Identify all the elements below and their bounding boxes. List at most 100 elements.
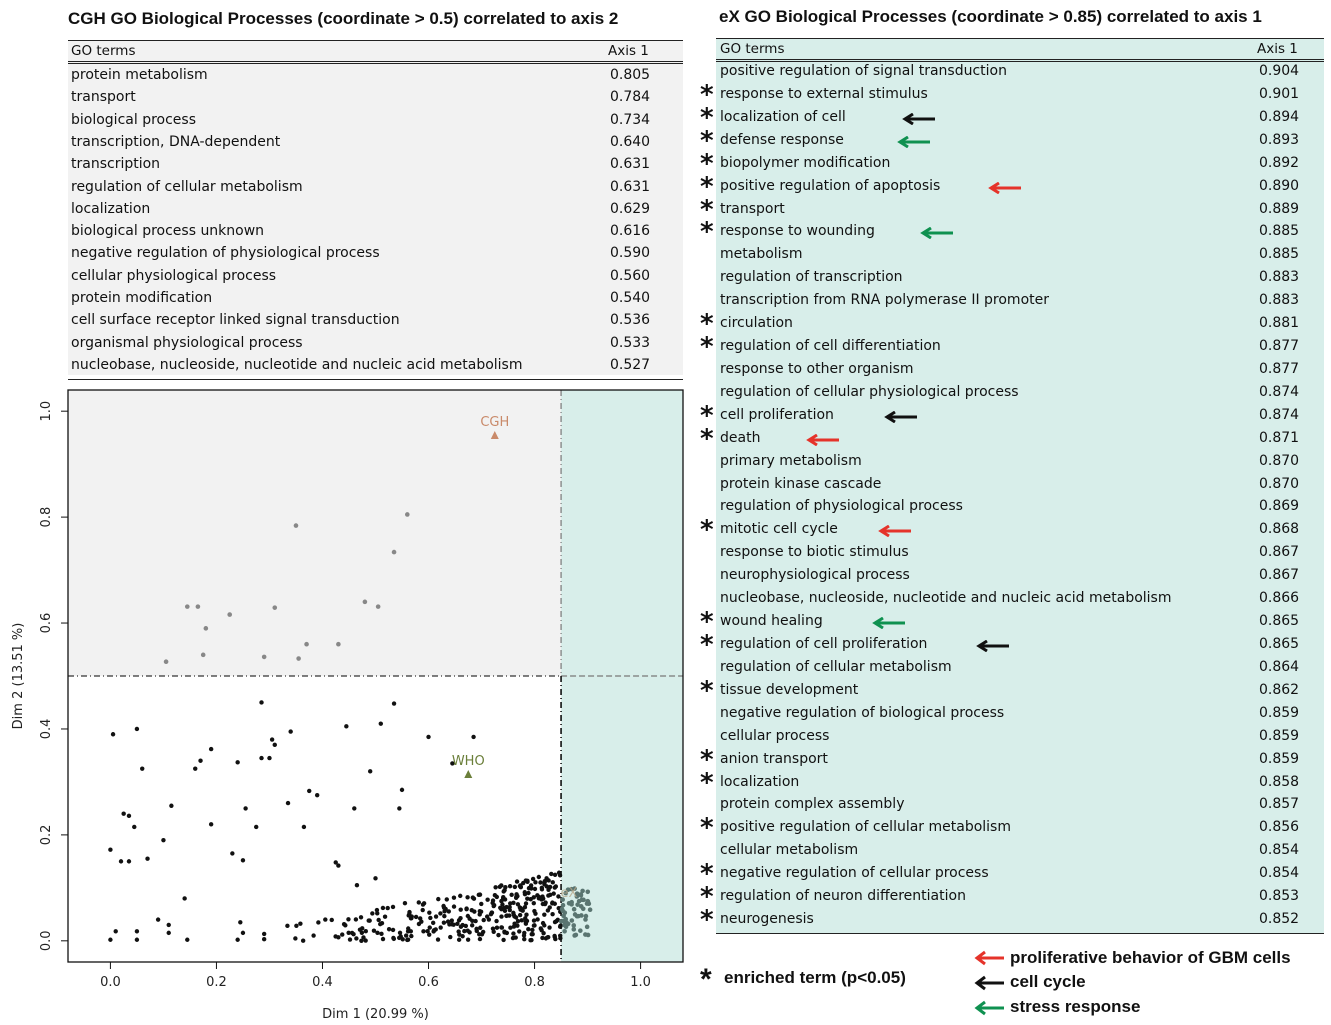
table-row: * anion transport 0.859 — [700, 747, 1324, 773]
cgh-point — [375, 604, 381, 609]
table-row: metabolism 0.885 — [716, 244, 1324, 266]
axis-value: 0.893 — [1259, 131, 1300, 148]
data-point — [462, 928, 467, 934]
go-term: transcription from RNA polymerase II pro… — [720, 292, 1049, 309]
enriched-star-icon: * — [700, 882, 714, 913]
data-point — [446, 909, 452, 914]
data-point — [556, 894, 561, 899]
axis-value: 0.877 — [1259, 338, 1300, 355]
ex-point — [585, 932, 591, 938]
table-row: * response to external stimulus 0.901 — [700, 82, 1324, 108]
data-point — [539, 885, 545, 891]
data-point — [549, 871, 554, 877]
left-table-header: GO terms Axis 1 — [68, 40, 683, 64]
axis-value: 0.527 — [610, 356, 651, 373]
axis-value: 0.865 — [1259, 636, 1300, 652]
cgh-point — [195, 604, 201, 609]
data-point — [485, 897, 490, 902]
table-row: negative regulation of physiological pro… — [68, 243, 683, 265]
legend-arrow-black-icon — [974, 975, 1004, 991]
data-point — [558, 936, 563, 941]
table-row: nucleobase, nucleoside, nucleotide and n… — [68, 355, 683, 377]
data-point — [285, 923, 290, 929]
data-point — [511, 900, 516, 906]
data-point — [354, 936, 359, 941]
ex-point — [587, 907, 593, 913]
ex-point — [581, 897, 586, 903]
legend-label-proliferative: proliferative behavior of GBM cells — [1010, 948, 1291, 967]
data-point — [465, 928, 470, 933]
data-point — [259, 700, 264, 705]
data-point — [532, 908, 537, 914]
data-point — [514, 892, 519, 897]
data-point — [552, 885, 558, 890]
axis-value: 0.853 — [1259, 888, 1300, 905]
go-term: metabolism — [720, 246, 803, 263]
cgh-point — [227, 612, 233, 617]
data-point — [351, 931, 356, 937]
data-point — [522, 890, 527, 895]
data-point — [507, 884, 513, 889]
axis-value: 0.852 — [1259, 911, 1300, 928]
go-term: response to other organism — [720, 360, 914, 377]
data-point — [366, 918, 371, 923]
axis-value: 0.883 — [1259, 269, 1300, 286]
data-point — [259, 755, 264, 761]
data-point — [494, 918, 499, 924]
data-point — [405, 929, 411, 934]
data-point — [486, 917, 492, 922]
data-point — [450, 761, 455, 766]
data-point — [126, 813, 132, 819]
x-tick-label: 0.2 — [206, 975, 227, 990]
axis-value: 0.885 — [1259, 223, 1300, 240]
data-point — [526, 890, 531, 896]
data-point — [134, 726, 140, 732]
axis-value: 0.885 — [1259, 246, 1300, 263]
data-point — [523, 901, 529, 906]
data-point — [494, 925, 500, 930]
data-point — [314, 792, 320, 798]
data-point — [272, 742, 277, 748]
go-term: protein modification — [71, 290, 213, 306]
data-point — [522, 905, 528, 910]
data-point — [333, 934, 338, 939]
enriched-star-icon: * — [700, 767, 714, 798]
cgh-point — [261, 654, 267, 660]
x-tick-label: 1.0 — [630, 975, 651, 990]
data-point — [492, 893, 498, 898]
data-point — [476, 892, 482, 898]
data-point — [513, 915, 519, 920]
data-point — [508, 901, 513, 906]
data-point — [521, 880, 526, 886]
go-term: regulation of cellular physiological pro… — [720, 383, 1019, 400]
axis-value: 0.883 — [1259, 292, 1300, 309]
data-point — [507, 904, 512, 910]
data-point — [145, 856, 150, 861]
data-point — [113, 929, 118, 934]
data-point — [169, 803, 174, 808]
data-point — [471, 734, 476, 740]
right-table-header: GO terms Axis 1 — [716, 38, 1324, 62]
data-point — [517, 929, 522, 934]
axis-value: 0.858 — [1259, 773, 1300, 790]
enriched-star-icon: * — [700, 102, 714, 133]
left-table: GO terms Axis 1 protein metabolism 0.805 t… — [68, 40, 683, 381]
go-term: tissue development — [720, 681, 859, 698]
cgh-point — [304, 641, 309, 647]
data-point — [121, 811, 126, 816]
y-tick-label: 0.0 — [39, 930, 54, 951]
data-point — [499, 925, 505, 930]
table-row: * regulation of cell proliferation 0.865 — [700, 632, 1324, 658]
enriched-star-icon: * — [700, 400, 714, 431]
data-point — [403, 933, 409, 938]
data-point — [126, 859, 132, 864]
ex-point — [560, 902, 566, 908]
data-point — [532, 886, 538, 892]
data-point — [382, 914, 388, 919]
table-row: biological process unknown 0.616 — [68, 221, 683, 243]
table-row: response to other organism 0.877 — [716, 359, 1324, 381]
data-point — [285, 800, 291, 806]
data-point — [514, 879, 520, 884]
go-term: cell surface receptor linked signal tran… — [71, 312, 400, 329]
cgh-point — [200, 652, 206, 658]
